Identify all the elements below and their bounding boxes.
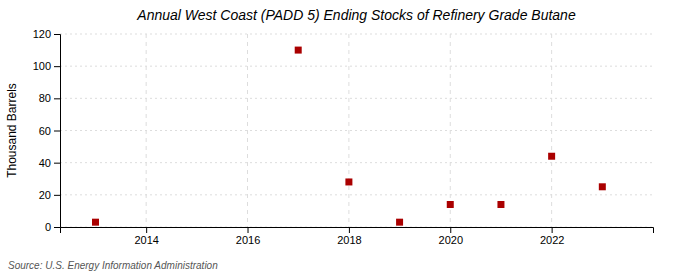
tick: 2018 (337, 227, 361, 246)
tick-label: 2018 (337, 234, 361, 246)
axis-line (54, 35, 61, 228)
grid-line (60, 130, 653, 131)
grid-line (450, 34, 451, 227)
x-axis: 2014 2016 2018 2020 2022 (61, 227, 654, 246)
grid-line (60, 34, 653, 35)
title: Annual West Coast (PADD 5) Ending Stocks… (136, 7, 576, 23)
tick: 2020 (439, 227, 463, 246)
point (599, 183, 606, 190)
tick-label: 40 (39, 157, 51, 169)
point (295, 47, 302, 54)
grid-line (348, 34, 349, 227)
tick-label: 60 (39, 125, 51, 137)
tick: 120 (33, 28, 60, 40)
tick-mark (54, 195, 60, 196)
tick-mark (54, 34, 60, 35)
tick: 2016 (236, 227, 260, 246)
tick-mark (450, 227, 451, 233)
tick-mark (54, 66, 60, 67)
tick-mark (54, 131, 60, 132)
tick: 2014 (134, 227, 158, 246)
tick-mark (54, 163, 60, 164)
axis-line (61, 228, 654, 234)
tick-label: 2016 (236, 234, 260, 246)
tick: 80 (39, 92, 60, 104)
point (548, 153, 555, 160)
tick: 40 (39, 157, 60, 169)
point (396, 219, 403, 226)
chart: 2014 2016 2018 2020 2022 0 20 40 60 80 100 120 Annua… (0, 0, 675, 275)
grid (60, 34, 653, 227)
grid-line (146, 34, 147, 227)
point (447, 201, 454, 208)
tick-label: 20 (39, 189, 51, 201)
tick-mark (248, 227, 249, 233)
grid-line (60, 98, 653, 99)
tick: 60 (39, 125, 60, 137)
tick: 2022 (540, 227, 564, 246)
point (92, 219, 99, 226)
grid-line (60, 162, 653, 163)
annotation: Source: U.S. Energy Information Administ… (8, 260, 218, 271)
tick-mark (54, 98, 60, 99)
point (497, 201, 504, 208)
tick-label: 2020 (439, 234, 463, 246)
y-axis: 0 20 40 60 80 100 120 (33, 28, 61, 233)
grid-line (60, 194, 653, 195)
tick-mark (54, 227, 60, 228)
tick-label: 0 (45, 221, 51, 233)
tick-mark (349, 227, 350, 233)
points (92, 47, 606, 226)
tick: 0 (45, 221, 60, 233)
tick-label: 2022 (540, 234, 564, 246)
point (345, 178, 352, 185)
tick: 100 (33, 60, 60, 72)
grid-line (551, 34, 552, 227)
y-axis-label: Thousand Barrels (5, 83, 19, 178)
tick: 20 (39, 189, 60, 201)
grid-line (60, 66, 653, 67)
tick-mark (552, 227, 553, 233)
tick-label: 120 (33, 28, 51, 40)
tick-label: 2014 (134, 234, 158, 246)
chart-container: 2014 2016 2018 2020 2022 0 20 40 60 80 100 120 Annua… (0, 0, 675, 275)
tick-mark (146, 227, 147, 233)
tick-label: 80 (39, 92, 51, 104)
grid-line (247, 34, 248, 227)
tick-label: 100 (33, 60, 51, 72)
